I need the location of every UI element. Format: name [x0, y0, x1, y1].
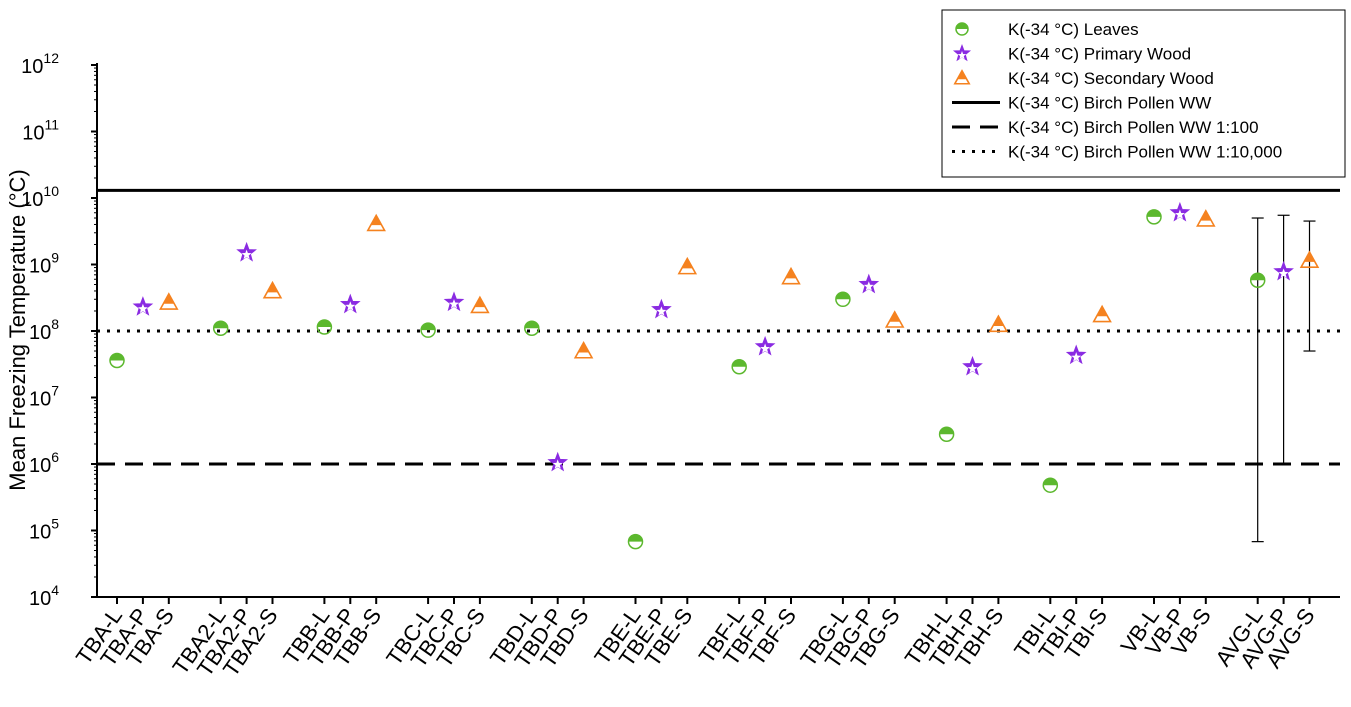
data-point — [316, 319, 333, 335]
x-axis: TBA-LTBA-PTBA-STBA2-LTBA2-PTBA2-STBB-LTB… — [71, 596, 1340, 681]
legend-label: K(-34 °C) Birch Pollen WW — [1008, 94, 1211, 113]
data-point — [1042, 477, 1059, 493]
data-markers — [109, 201, 1320, 550]
data-point — [988, 314, 1009, 333]
data-point — [1092, 304, 1112, 323]
error-bar — [1251, 217, 1264, 543]
y-tick-label: 105 — [29, 516, 59, 544]
y-tick-label: 109 — [29, 250, 59, 278]
legend-entry: K(-34 °C) Birch Pollen WW 1:10,000 — [952, 143, 1282, 162]
y-tick-label: 1012 — [21, 50, 59, 78]
data-point — [1249, 272, 1266, 288]
data-point — [1299, 250, 1320, 268]
data-point — [159, 292, 179, 310]
data-point — [339, 293, 361, 314]
data-point — [1273, 260, 1294, 281]
data-point — [366, 213, 386, 232]
y-axis: 104 105 106 107 108 109 1010 1011 1012 — [21, 50, 98, 610]
legend-label: K(-34 °C) Secondary Wood — [1008, 69, 1214, 88]
data-point — [858, 273, 880, 294]
data-point — [627, 533, 644, 550]
reference-lines — [97, 188, 1340, 466]
data-point — [835, 291, 851, 308]
data-point — [731, 359, 747, 375]
data-point — [1196, 209, 1216, 227]
y-axis-title: Mean Freezing Temperature (°C) — [5, 169, 30, 490]
legend: K(-34 °C) Leaves K(-34 °C) Primary Wood K(… — [941, 9, 1346, 178]
data-point — [212, 320, 229, 336]
data-point — [573, 340, 594, 359]
y-tick-label: 108 — [29, 316, 59, 344]
data-point — [651, 298, 672, 319]
legend-entry: K(-34 °C) Birch Pollen WW — [952, 94, 1211, 113]
data-point — [1065, 344, 1087, 365]
error-bar — [1303, 220, 1316, 352]
legend-entry: K(-34 °C) Primary Wood — [952, 43, 1191, 64]
data-point — [754, 335, 776, 356]
data-point — [443, 291, 465, 312]
data-point — [236, 241, 257, 262]
data-point — [781, 266, 801, 285]
legend-label: K(-34 °C) Primary Wood — [1008, 45, 1191, 64]
data-point — [547, 451, 569, 472]
data-point — [1169, 201, 1191, 222]
data-point — [524, 320, 540, 336]
y-tick-label: 104 — [29, 582, 59, 610]
data-point — [132, 296, 154, 316]
y-tick-label: 107 — [29, 383, 59, 411]
data-point — [938, 426, 955, 443]
y-tick-label: 1010 — [21, 183, 59, 211]
data-point — [262, 280, 283, 299]
y-tick-label: 106 — [29, 449, 59, 477]
legend-entry: K(-34 °C) Leaves — [955, 20, 1139, 39]
error-bars — [1251, 214, 1316, 543]
legend-label: K(-34 °C) Birch Pollen WW 1:10,000 — [1008, 143, 1282, 162]
data-point — [109, 352, 125, 369]
data-point — [677, 256, 698, 275]
y-tick-label: 1011 — [22, 117, 59, 145]
legend-label: K(-34 °C) Leaves — [1008, 20, 1139, 39]
data-point — [470, 295, 490, 314]
data-point — [420, 322, 436, 338]
data-point — [962, 355, 983, 376]
legend-entry: K(-34 °C) Birch Pollen WW 1:100 — [952, 118, 1259, 137]
data-point — [884, 310, 905, 328]
legend-box — [941, 9, 1346, 178]
legend-label: K(-34 °C) Birch Pollen WW 1:100 — [1008, 118, 1259, 137]
error-bar — [1277, 214, 1290, 465]
legend-entry: K(-34 °C) Secondary Wood — [953, 69, 1214, 88]
data-point — [1146, 209, 1162, 225]
